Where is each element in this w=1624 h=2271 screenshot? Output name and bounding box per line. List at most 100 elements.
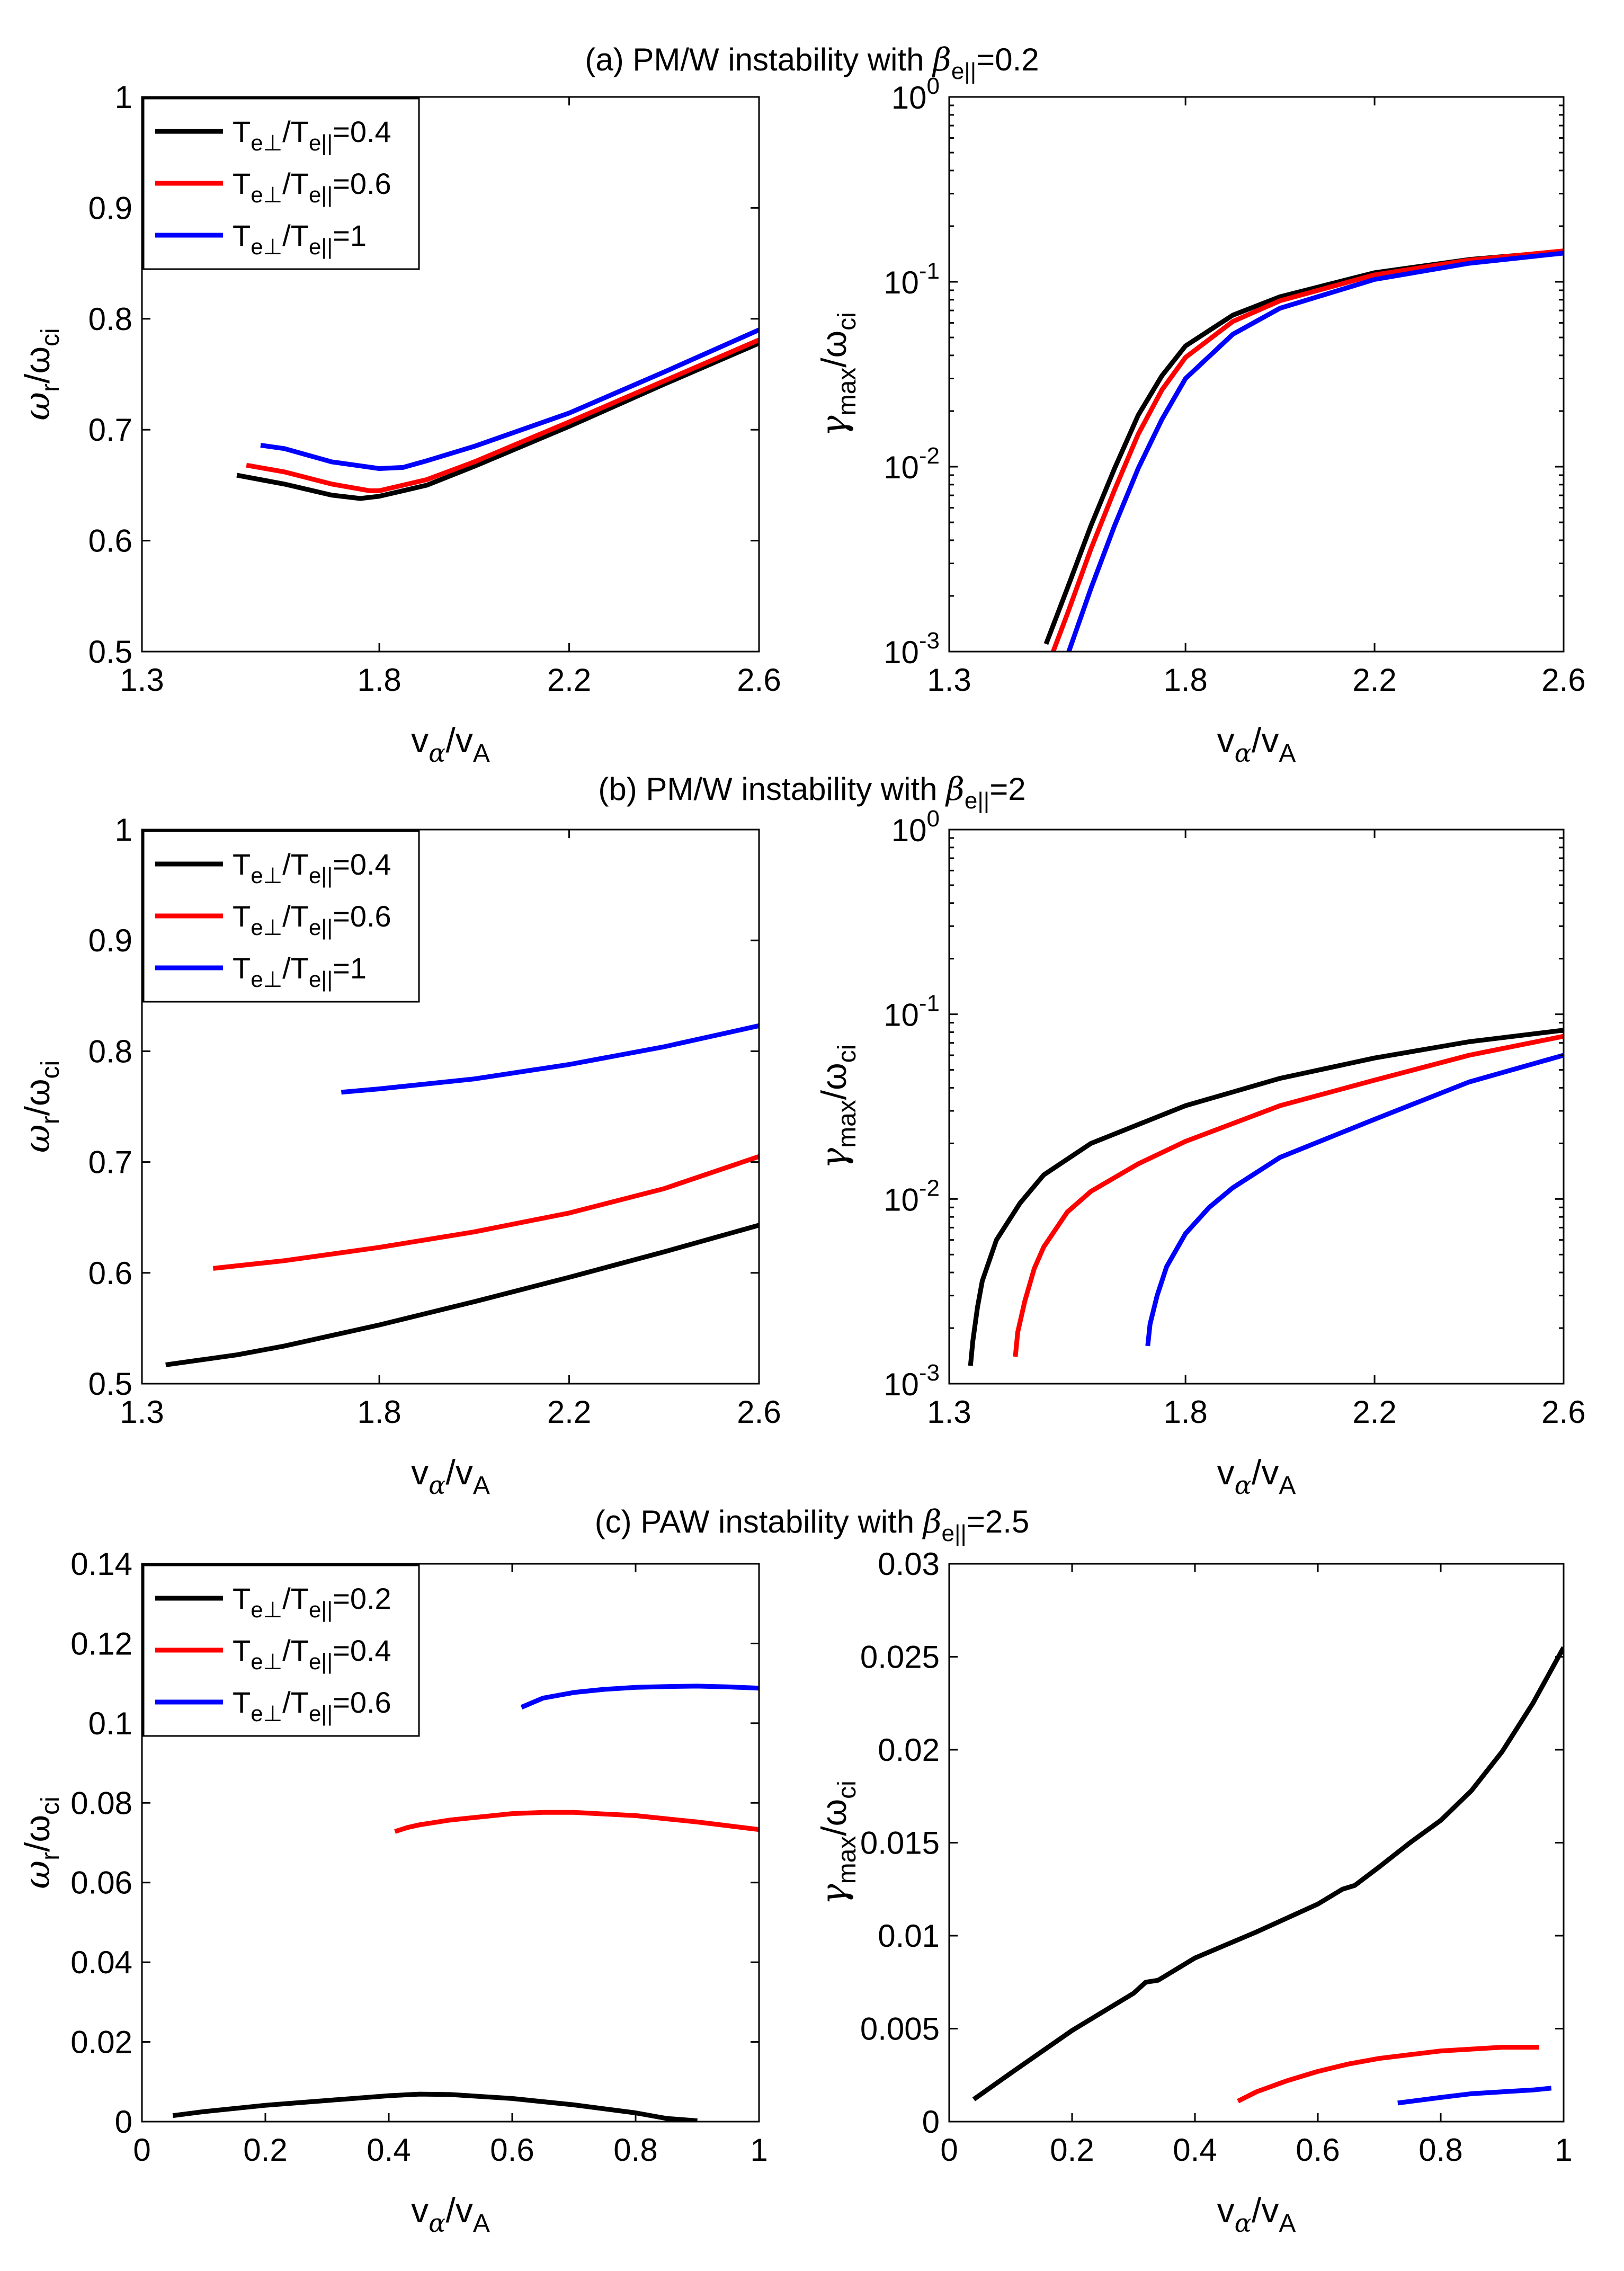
axes-frame [948, 96, 1565, 653]
y-tick-label: 0.6 [88, 1255, 132, 1291]
y-tick-label: 0.5 [88, 634, 132, 670]
x-tick-label: 2.2 [1352, 662, 1396, 698]
y-tick-label: 0.9 [88, 190, 132, 226]
x-tick-label: 2.6 [1541, 662, 1585, 698]
x-tick-label: 2.6 [1541, 1394, 1585, 1430]
x-tick-label: 0.8 [1418, 2132, 1462, 2168]
x-tick-label: 0.2 [243, 2132, 287, 2168]
y-tick-label: 0.06 [70, 1865, 132, 1901]
legend: Te⊥/Te||=0.4 Te⊥/Te||=0.6 Te⊥/Te||=1 [142, 97, 420, 270]
x-tick-label: 1.8 [1163, 662, 1207, 698]
x-axis-label: vα/vA [411, 720, 490, 768]
legend-label: Te⊥/Te||=0.4 [233, 115, 391, 155]
x-tick-label: 0.4 [1173, 2132, 1217, 2168]
series-line-b-left-0 [165, 1223, 759, 1367]
x-tick-label: 1 [1555, 2132, 1572, 2168]
series-line-b-right-0 [968, 1028, 1564, 1366]
axes-frame [141, 1563, 760, 2123]
panel-b-title: (b) PM/W instability with βe||=2 [598, 771, 1025, 814]
series-line-a-right-2 [1066, 251, 1564, 652]
y-tick-label: 0.6 [88, 523, 132, 559]
legend-label: Te⊥/Te||=0.6 [233, 1686, 391, 1726]
panel-a-title: (a) PM/W instability with βe||=0.2 [585, 41, 1039, 84]
series-line-c-right-0 [972, 1646, 1564, 2101]
y-tick-label: 0.015 [860, 1825, 940, 1861]
series-line-b-right-1 [1013, 1034, 1564, 1357]
x-tick-label: 1.8 [357, 662, 401, 698]
y-tick-label: 10-1 [884, 258, 940, 300]
y-tick-label: 0.025 [860, 1640, 940, 1675]
y-tick-label: 10-2 [884, 1175, 940, 1217]
y-tick-label: 0.01 [878, 1918, 940, 1954]
series-line-b-right-2 [1145, 1053, 1564, 1347]
y-tick-label: 0.03 [878, 1546, 940, 1582]
series-line-c-left-2 [520, 1684, 759, 1709]
x-tick-label: 0.6 [1296, 2132, 1340, 2168]
y-tick-label: 100 [891, 73, 940, 115]
legend-label: Te⊥/Te||=0.4 [233, 1634, 391, 1674]
x-tick-label: 1.3 [927, 1394, 971, 1430]
x-tick-label: 1.8 [357, 1394, 401, 1430]
x-axis-label: vα/vA [411, 2190, 490, 2238]
x-axis-label: vα/vA [1217, 720, 1296, 768]
x-tick-label: 1.3 [120, 1394, 164, 1430]
series-line-a-left-0 [236, 341, 759, 501]
x-tick-label: 2.2 [1352, 1394, 1396, 1430]
legend-label: Te⊥/Te||=1 [233, 219, 367, 259]
y-tick-label: 0.7 [88, 1145, 132, 1180]
axes-frame [948, 1563, 1565, 2123]
legend: Te⊥/Te||=0.2 Te⊥/Te||=0.4 Te⊥/Te||=0.6 [142, 1564, 420, 1737]
x-tick-label: 0.2 [1050, 2132, 1094, 2168]
x-axis-label: vα/vA [1217, 2190, 1296, 2238]
y-tick-label: 0.04 [70, 1945, 132, 1980]
y-axis-label: ωr/ωci [17, 328, 65, 420]
y-tick-label: 100 [891, 806, 940, 848]
series-line-c-right-2 [1397, 2086, 1552, 2106]
series-line-a-left-2 [260, 327, 759, 471]
plot-c-left: 0 0.2 0.4 0.6 0.8 1 0 0.02 0.04 0.06 0.08 0.1 0.12 0.… [17, 1546, 768, 2238]
plot-b-right: 1.3 1.8 2.2 2.6 10-3 10-2 10-1 100 vα/vA γmax/ωci [814, 806, 1586, 1500]
y-tick-label: 10-3 [884, 628, 940, 670]
series-line-a-right-0 [1043, 249, 1564, 645]
legend-box [142, 97, 420, 270]
x-axis-label: vα/vA [1217, 1453, 1296, 1500]
y-tick-label: 1 [115, 812, 132, 848]
y-tick-label: 0.12 [70, 1626, 132, 1661]
legend-label: Te⊥/Te||=0.6 [233, 900, 391, 940]
x-tick-label: 1.8 [1163, 1394, 1207, 1430]
x-axis-label: vα/vA [411, 1453, 490, 1500]
series-line-a-left-1 [246, 337, 759, 493]
legend-label: Te⊥/Te||=0.4 [233, 848, 391, 888]
plot-b-left: 1.3 1.8 2.2 2.6 0.5 0.6 0.7 0.8 0.9 1 vα/vA ωr/ωci T… [17, 812, 781, 1500]
y-tick-label: 0.9 [88, 923, 132, 958]
y-tick-label: 0.7 [88, 412, 132, 448]
legend-label: Te⊥/Te||=0.2 [233, 1582, 391, 1622]
y-tick-label: 10-1 [884, 991, 940, 1033]
x-tick-label: 1 [750, 2132, 768, 2168]
legend-label: Te⊥/Te||=1 [233, 951, 367, 992]
axes-frame [141, 829, 760, 1385]
x-tick-label: 2.6 [737, 1394, 781, 1430]
y-tick-label: 1 [115, 79, 132, 115]
y-axis-label: ωr/ωci [17, 1061, 65, 1153]
plot-a-right: 1.3 1.8 2.2 2.6 10-3 10-2 10-1 100 vα/vA γmax/ωci [814, 73, 1586, 768]
legend: Te⊥/Te||=0.4 Te⊥/Te||=0.6 Te⊥/Te||=1 [142, 830, 420, 1003]
series-line-b-left-2 [341, 1023, 759, 1095]
x-tick-label: 0 [940, 2132, 958, 2168]
series-line-b-left-1 [212, 1154, 759, 1271]
x-tick-label: 2.2 [547, 662, 591, 698]
y-tick-label: 10-2 [884, 443, 940, 485]
y-tick-label: 0 [922, 2104, 940, 2140]
y-axis-label: ωr/ωci [17, 1796, 65, 1889]
y-axis-label: γmax/ωci [814, 1045, 861, 1169]
series-line-c-left-1 [394, 1810, 759, 1834]
y-axis-label: γmax/ωci [814, 1780, 861, 1905]
axes-frame [948, 829, 1565, 1385]
y-tick-label: 0.5 [88, 1366, 132, 1402]
series-line-c-left-0 [172, 2091, 698, 2122]
y-tick-label: 0.02 [70, 2025, 132, 2060]
axes-frame [141, 96, 760, 653]
y-tick-label: 0.8 [88, 1034, 132, 1069]
panel-c-title: (c) PAW instability with βe||=2.5 [595, 1503, 1030, 1546]
